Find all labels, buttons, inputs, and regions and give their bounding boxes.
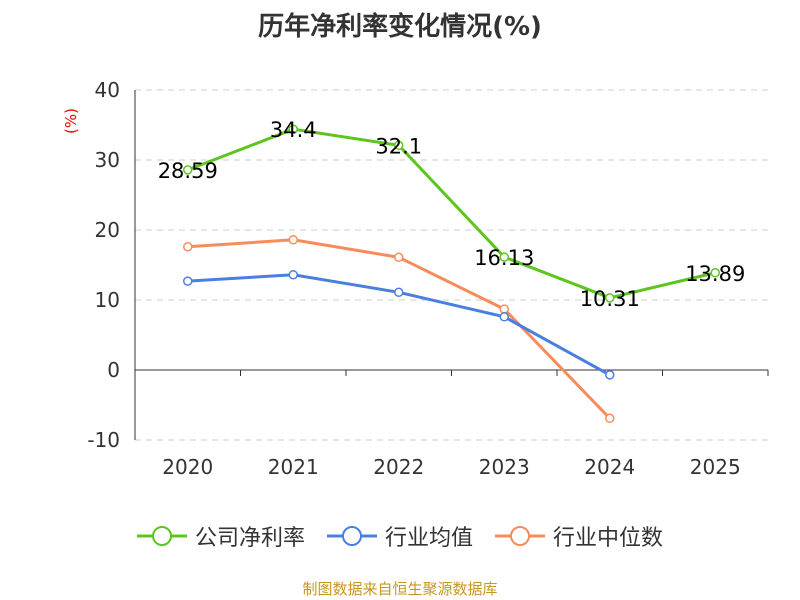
series-line [187,127,716,300]
data-point [183,165,193,175]
data-point [394,140,404,151]
source-note: 制图数据来自恒生聚源数据库 [302,580,498,598]
data-label: 13.89 [685,262,745,286]
y-tick-label: 0 [107,358,120,382]
legend-item[interactable]: 行业均值 [326,520,473,552]
chart-title: 历年净利率变化情况(%) [258,12,542,42]
data-point [288,270,298,280]
y-tick-label: 40 [95,78,120,102]
data-point [499,252,509,262]
data-point [288,235,298,245]
x-tick-label: 2021 [268,455,319,479]
legend-marker-icon [495,526,545,546]
data-label: 28.59 [158,159,218,183]
legend: 公司净利率 行业均值 行业中位数 [0,520,800,552]
x-tick-label: 2022 [373,455,424,479]
x-tick-label: 2024 [584,455,635,479]
y-tick-label: 10 [95,288,120,312]
y-tick-label: 30 [95,148,120,172]
data-point [499,304,509,314]
legend-item[interactable]: 公司净利率 [136,520,305,552]
data-point [394,287,404,298]
legend-label: 公司净利率 [194,526,305,551]
data-point [288,124,298,134]
data-point [499,312,509,322]
data-label: 32.1 [375,134,422,158]
data-point [605,413,615,424]
series-line [187,238,611,420]
data-label: 34.4 [270,118,317,142]
y-tick-label: -10 [87,428,120,452]
data-point [710,268,720,278]
x-tick-label: 2023 [479,455,530,479]
data-point [183,276,193,286]
x-tick-label: 2025 [690,455,741,479]
legend-marker-icon [136,526,187,546]
legend-item[interactable]: 行业中位数 [495,520,663,552]
legend-label: 行业中位数 [553,526,664,551]
data-label: 10.31 [580,287,640,311]
legend-marker-icon [326,526,377,546]
data-point [605,293,615,303]
data-point [605,370,615,380]
y-tick-label: 20 [95,218,120,242]
data-point [183,242,193,252]
data-point [394,252,404,263]
legend-label: 行业均值 [384,526,473,551]
data-label: 16.13 [474,246,534,270]
x-tick-label: 2020 [162,455,213,479]
